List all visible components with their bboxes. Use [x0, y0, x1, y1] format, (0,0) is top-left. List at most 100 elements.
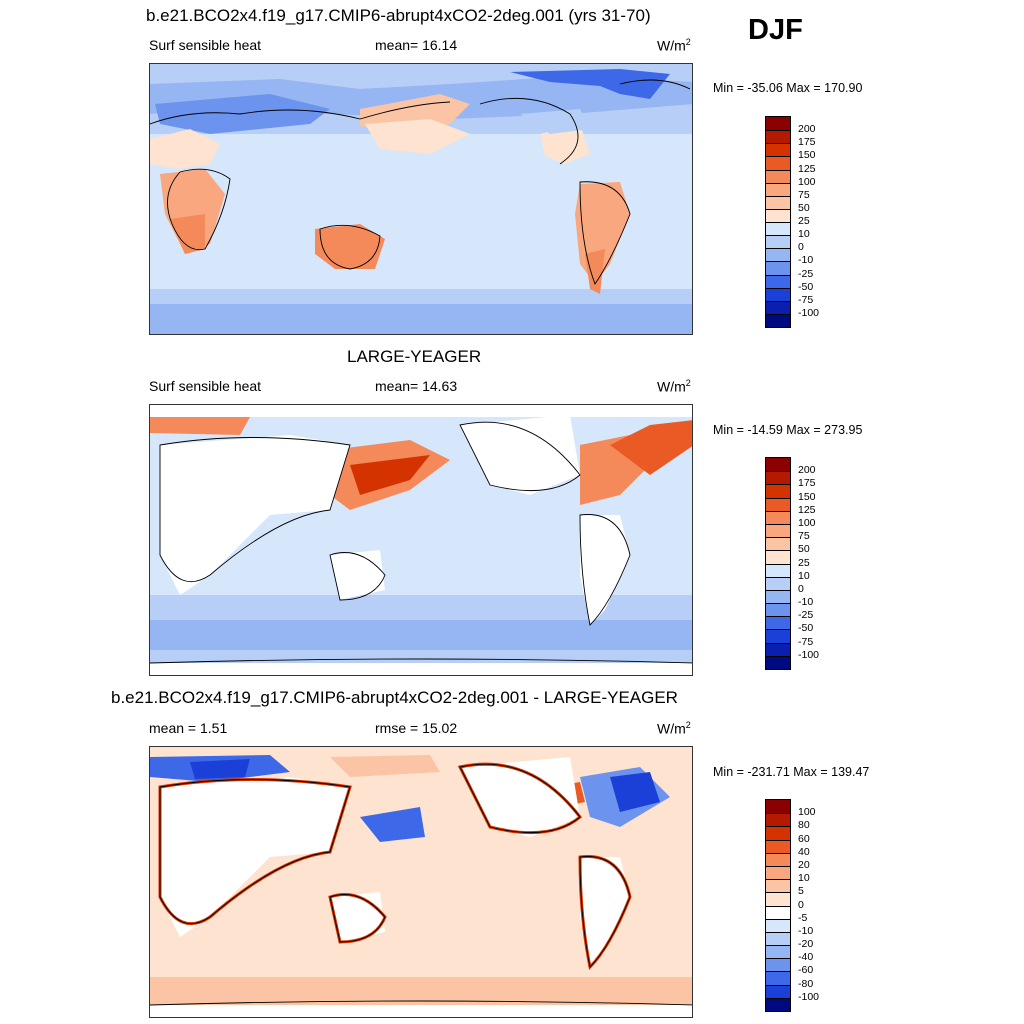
- panel3-mean: mean = 1.51: [149, 720, 228, 736]
- colorbar-tick-label: -80: [798, 977, 814, 990]
- colorbar-tick-label: 50: [798, 543, 810, 556]
- colorbar-swatch: [766, 945, 790, 959]
- colorbar-tick-label: -25: [798, 267, 814, 280]
- colorbar-swatch: [766, 130, 790, 144]
- colorbar-swatch: [766, 300, 790, 314]
- colorbar-tick-label: 200: [798, 123, 816, 136]
- colorbar-swatch: [766, 261, 790, 275]
- colorbar-tick-label: 75: [798, 188, 810, 201]
- colorbar-swatch: [766, 248, 790, 262]
- colorbar-tick-label: -75: [798, 293, 814, 306]
- colorbar-swatch: [766, 484, 790, 498]
- panel3-minmax: Min = -231.71 Max = 139.47: [713, 765, 870, 779]
- colorbar-tick-label: -100: [798, 990, 820, 1003]
- colorbar-swatch: [766, 523, 790, 538]
- colorbar-swatch: [766, 918, 790, 932]
- colorbar-swatch: [766, 143, 790, 157]
- colorbar-swatch: [766, 287, 790, 301]
- colorbar-tick-label: -75: [798, 635, 814, 648]
- colorbar-tick-label: 25: [798, 556, 810, 569]
- panel1-variable: Surf sensible heat: [149, 37, 262, 53]
- colorbar-tick-label: 150: [798, 149, 816, 162]
- colorbar-swatch: [766, 589, 790, 604]
- colorbar-tick-label: 0: [798, 898, 804, 911]
- colorbar-swatch: [766, 458, 790, 472]
- colorbar-swatch: [766, 208, 790, 222]
- colorbar-swatch: [766, 537, 790, 551]
- colorbar-swatch: [766, 879, 790, 893]
- colorbar-tick-label: -100: [798, 306, 820, 319]
- colorbar-tick-label: 80: [798, 819, 810, 832]
- colorbar-tick-label: 5: [798, 885, 804, 898]
- colorbar-tick-label: 175: [798, 477, 816, 490]
- colorbar-swatch: [766, 931, 790, 946]
- colorbar-tick-label: -50: [798, 280, 814, 293]
- colorbar-tick-label: 125: [798, 162, 816, 175]
- colorbar-tick-label: -25: [798, 609, 814, 622]
- colorbar-tick-label: 10: [798, 569, 810, 582]
- colorbar-tick-label: 150: [798, 490, 816, 503]
- colorbar-swatch: [766, 471, 790, 485]
- colorbar-swatch: [766, 313, 790, 327]
- panel3-title: b.e21.BCO2x4.f19_g17.CMIP6-abrupt4xCO2-2…: [111, 688, 678, 707]
- colorbar-tick-label: 10: [798, 872, 810, 885]
- panel1-colorbar: [765, 116, 791, 328]
- colorbar-swatch: [766, 826, 790, 840]
- colorbar-swatch: [766, 156, 790, 170]
- colorbar-tick-label: 25: [798, 215, 810, 227]
- colorbar-swatch: [766, 576, 790, 590]
- colorbar-swatch: [766, 195, 790, 209]
- colorbar-tick-label: 200: [798, 464, 816, 477]
- colorbar-swatch: [766, 642, 790, 656]
- panel1-mean: mean= 16.14: [375, 37, 458, 53]
- colorbar-tick-label: -10: [798, 596, 814, 609]
- colorbar-swatch: [766, 222, 790, 236]
- colorbar-tick-label: -10: [798, 924, 814, 937]
- colorbar-tick-label: 20: [798, 858, 810, 871]
- colorbar-swatch: [766, 839, 790, 853]
- colorbar-tick-label: 50: [798, 201, 810, 214]
- colorbar-tick-label: 100: [798, 806, 816, 819]
- colorbar-tick-label: -60: [798, 964, 814, 977]
- season-label: DJF: [748, 14, 803, 46]
- colorbar-tick-label: -40: [798, 951, 814, 964]
- panel1-map: [149, 63, 693, 335]
- colorbar-tick-label: 100: [798, 516, 816, 529]
- panel2-map: [149, 404, 693, 676]
- case-title: b.e21.BCO2x4.f19_g17.CMIP6-abrupt4xCO2-2…: [146, 6, 651, 25]
- colorbar-swatch: [766, 905, 790, 919]
- colorbar-tick-label: 0: [798, 241, 804, 254]
- colorbar-swatch: [766, 274, 790, 288]
- colorbar-swatch: [766, 550, 790, 564]
- colorbar-swatch: [766, 117, 790, 131]
- colorbar-swatch: [766, 169, 790, 183]
- colorbar-swatch: [766, 235, 790, 249]
- panel3-map: [149, 746, 693, 1018]
- colorbar-swatch: [766, 510, 790, 524]
- colorbar-swatch: [766, 971, 790, 985]
- colorbar-swatch: [766, 958, 790, 972]
- colorbar-swatch: [766, 182, 790, 196]
- colorbar-swatch: [766, 984, 790, 998]
- colorbar-swatch: [766, 852, 790, 866]
- panel2-mean: mean= 14.63: [375, 378, 458, 394]
- panel2-title: LARGE-YEAGER: [347, 347, 482, 366]
- colorbar-swatch: [766, 497, 790, 511]
- colorbar-swatch: [766, 892, 790, 906]
- colorbar-swatch: [766, 813, 790, 827]
- panel1-colorbar-labels: 200 175 150 125 100 75 50 25 10 0 -10 -25 -50 -75 -100: [798, 116, 838, 328]
- colorbar-tick-label: -20: [798, 938, 814, 951]
- panel3-units: W/m2: [657, 720, 691, 737]
- colorbar-tick-label: 10: [798, 228, 810, 241]
- panel2-colorbar-labels: 200 175 150 125 100 75 50 25 10 0 -10 -25 -50 -75 -100: [798, 457, 838, 670]
- colorbar-swatch: [766, 655, 790, 669]
- colorbar-tick-label: -5: [798, 911, 808, 924]
- panel2-variable: Surf sensible heat: [149, 378, 262, 394]
- panel3-colorbar-labels: 100 80 60 40 20 10 5 0 -5 -10 -20 -40 -60 -80 -100: [798, 799, 838, 1012]
- colorbar-swatch: [766, 563, 790, 577]
- colorbar-tick-label: 125: [798, 503, 816, 516]
- colorbar-swatch: [766, 865, 790, 880]
- colorbar-tick-label: 100: [798, 175, 816, 188]
- colorbar-tick-label: -10: [798, 254, 814, 267]
- colorbar-swatch: [766, 616, 790, 630]
